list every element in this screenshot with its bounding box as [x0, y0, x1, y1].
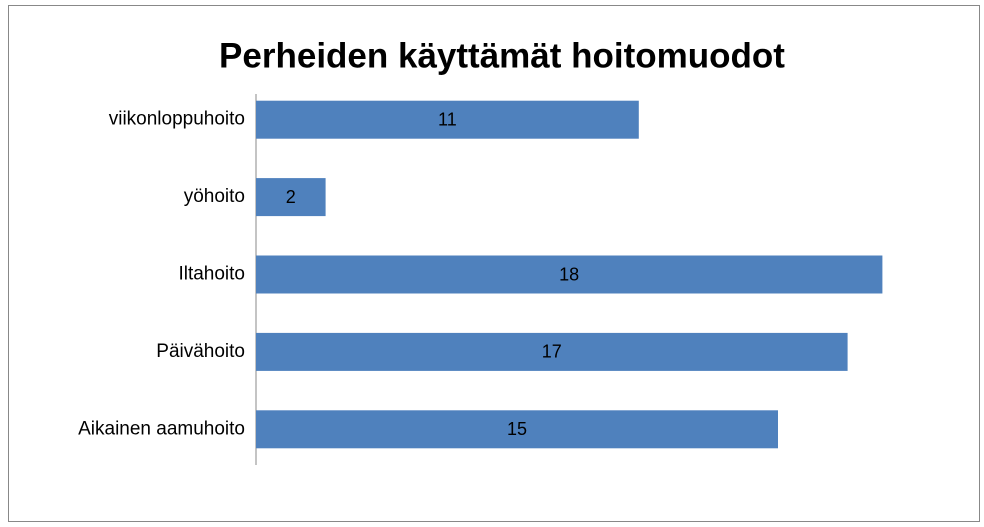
bar: [256, 332, 848, 371]
data-label: 15: [507, 419, 527, 439]
bar: [256, 178, 326, 217]
chart-title: Perheiden käyttämät hoitomuodot: [219, 36, 785, 75]
data-label: 2: [286, 187, 296, 207]
y-tick-label: Iltahoito: [178, 264, 245, 285]
y-tick-label: yöhoito: [184, 186, 245, 207]
bar: [256, 100, 639, 139]
data-label: 17: [542, 342, 562, 362]
y-tick-label: Aikainen aamuhoito: [78, 418, 245, 439]
y-tick-label: viikonloppuhoito: [109, 109, 245, 130]
data-label: 11: [438, 109, 457, 129]
y-tick-label: Päivähoito: [156, 341, 245, 362]
bar: [256, 255, 883, 294]
bar: [256, 410, 778, 449]
data-label: 18: [559, 264, 579, 284]
